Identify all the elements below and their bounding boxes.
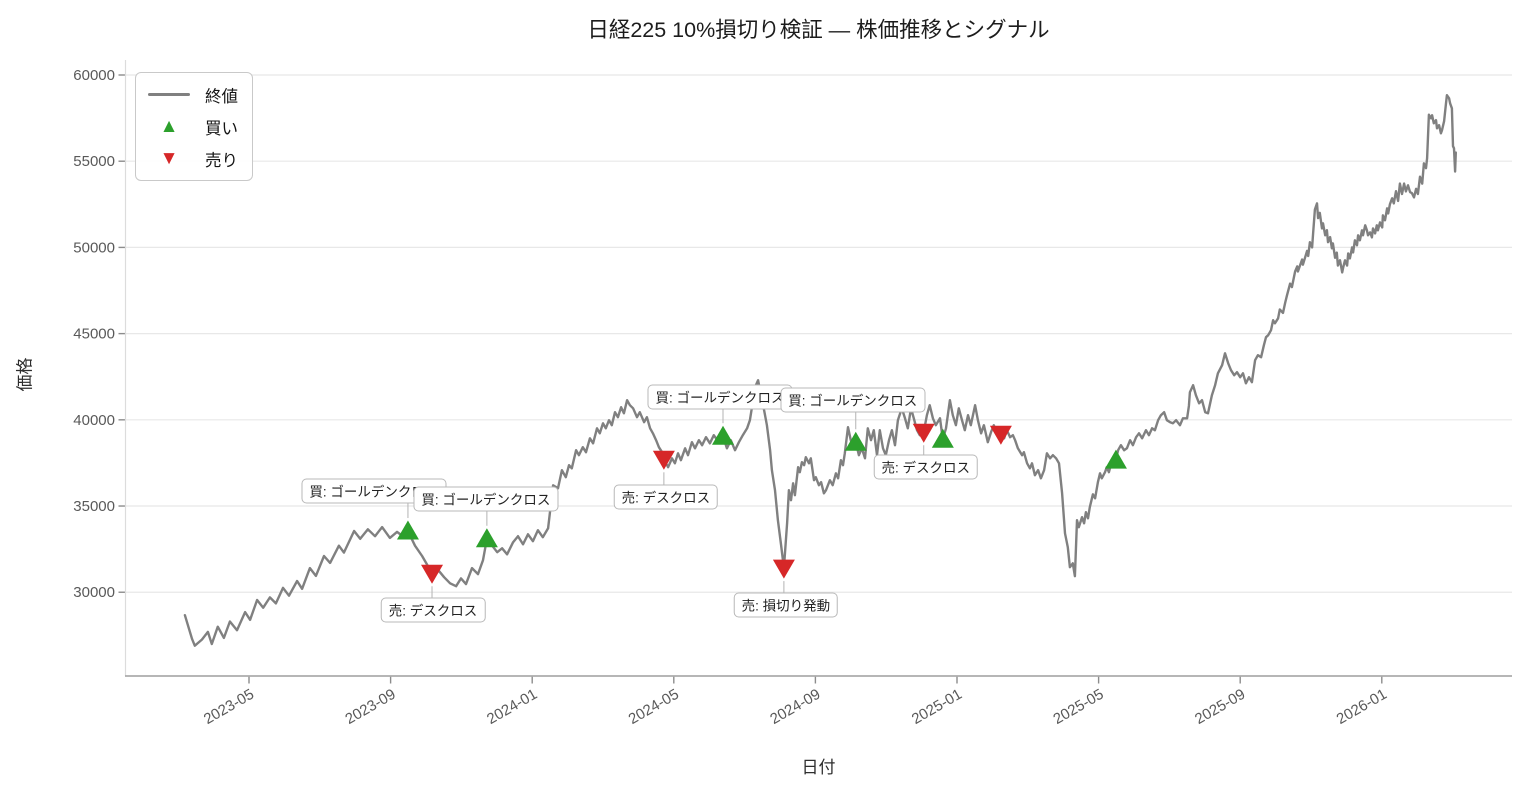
x-tick-label: 2025-01 [909,686,965,728]
legend-label-buy: 買い [205,119,238,138]
x-tick-label: 2023-05 [201,686,257,728]
y-tick-label: 60000 [73,67,115,84]
buy-marker [712,425,735,445]
buy-triangle-icon: ▲ [159,116,179,137]
y-tick-label: 40000 [73,412,115,429]
x-tick-label: 2024-09 [767,686,823,728]
close-price-line [183,93,1458,647]
sell-triangle-icon: ▼ [159,148,179,169]
y-tick-label: 45000 [73,326,115,343]
x-tick-label: 2026-01 [1334,686,1390,728]
y-tick-label: 30000 [73,584,115,601]
legend-label-close: 終値 [205,87,238,106]
x-tick-label: 2025-09 [1192,686,1248,728]
legend: 終値 ▲ 買い ▼ 売り [135,72,253,181]
legend-label-sell: 売り [205,151,238,170]
buy-marker [475,528,498,548]
buy-marker [931,428,954,448]
y-tick-label: 35000 [73,498,115,515]
legend-item-buy: ▲ 買い [148,112,238,141]
x-axis-title: 日付 [801,758,836,777]
sell-marker [652,450,675,470]
sell-marker [772,559,795,579]
chart-title: 日経225 10%損切り検証 — 株価推移とシグナル [587,18,1050,42]
y-tick-label: 50000 [73,239,115,256]
legend-item-close: 終値 [148,80,238,109]
x-tick-label: 2024-01 [484,686,540,728]
y-axis-title: 価格 [15,357,35,392]
buy-marker [1104,449,1127,469]
x-tick-label: 2025-05 [1050,686,1106,728]
buy-marker [844,431,867,451]
x-tick-label: 2023-09 [342,686,398,728]
sell-marker [421,564,444,584]
y-tick-label: 55000 [73,153,115,170]
sell-marker [912,423,935,443]
x-tick-label: 2024-05 [626,686,682,728]
sell-marker [989,425,1012,445]
legend-item-sell: ▼ 売り [148,144,238,173]
close-line-sample-icon [148,92,190,97]
buy-marker [396,520,419,540]
